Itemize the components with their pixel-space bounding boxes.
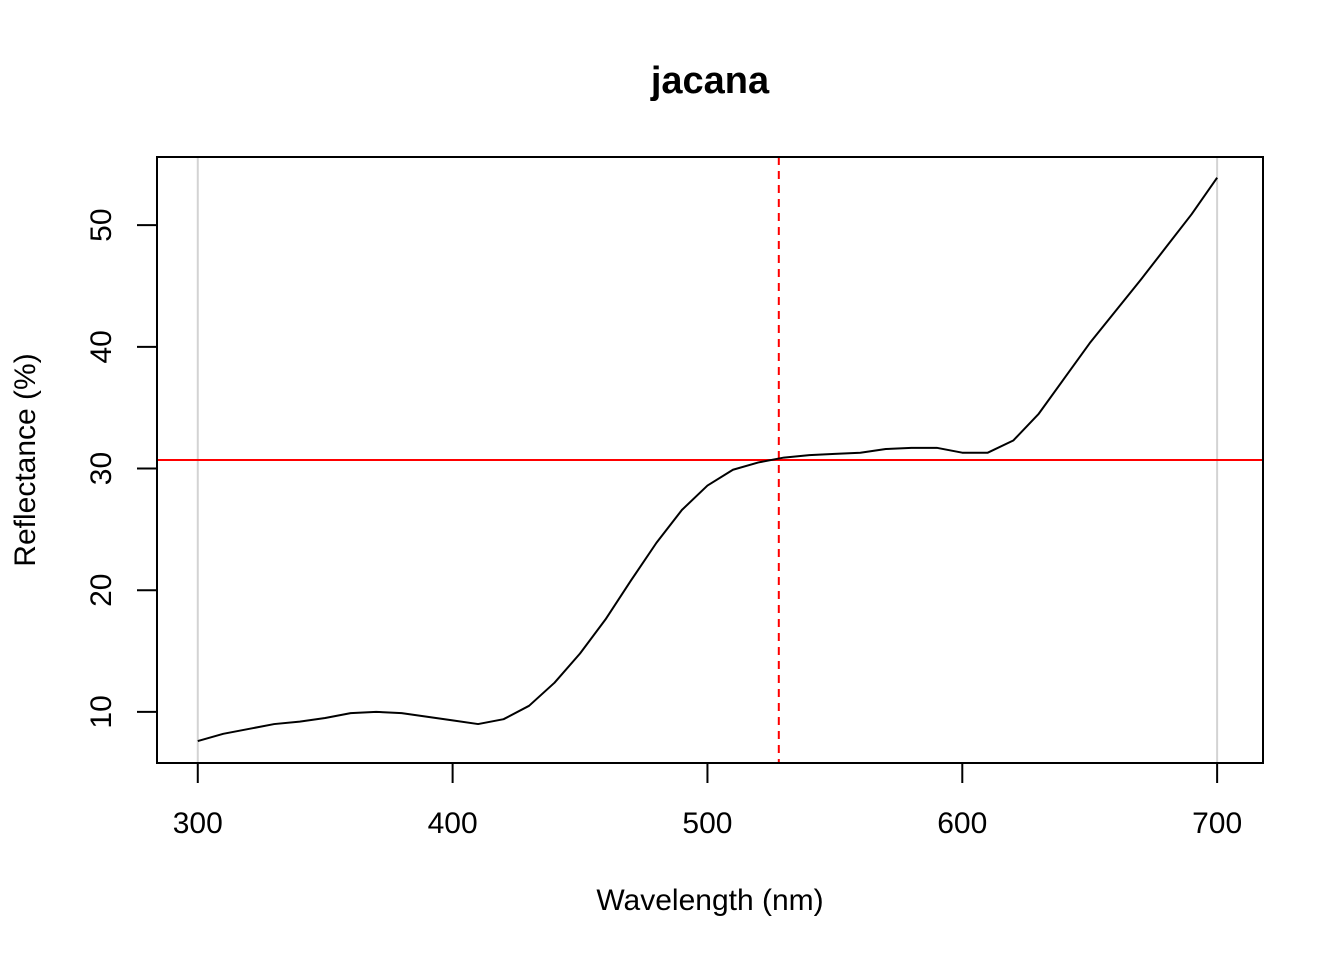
chart-title: jacana (650, 60, 770, 102)
y-axis: 10 20 30 40 50 (85, 208, 158, 729)
x-axis: 300 400 500 600 700 (173, 762, 1242, 840)
series-layer (197, 177, 1218, 743)
y-axis-label: Reflectance (%) (9, 353, 42, 566)
reference-lines (157, 157, 1263, 763)
y-tick-label-40: 40 (85, 330, 118, 363)
x-axis-label: Wavelength (nm) (596, 884, 823, 917)
x-tick-label-400: 400 (428, 807, 478, 840)
x-tick-label-600: 600 (937, 807, 987, 840)
y-tick-label-30: 30 (85, 452, 118, 485)
y-tick-label-50: 50 (85, 208, 118, 241)
y-tick-label-10: 10 (85, 695, 118, 728)
x-tick-label-700: 700 (1192, 807, 1242, 840)
spectrum-line-0 (197, 177, 1218, 743)
y-tick-label-20: 20 (85, 574, 118, 607)
x-tick-label-300: 300 (173, 807, 223, 840)
x-tick-label-500: 500 (682, 807, 732, 840)
